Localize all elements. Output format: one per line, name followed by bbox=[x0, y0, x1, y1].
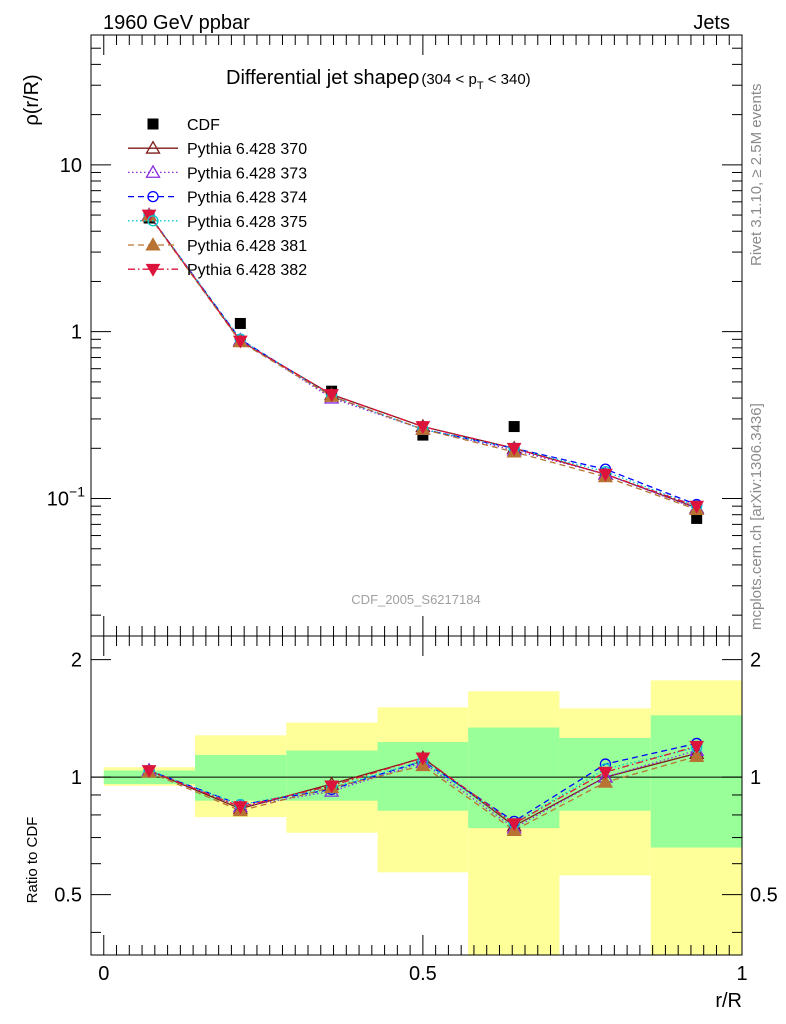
main-point-cdf bbox=[508, 421, 520, 433]
main-ytick-label: 10 bbox=[60, 155, 82, 177]
ratio-plot-area bbox=[141, 737, 705, 836]
main-title-text: Differential jet shapeρ bbox=[226, 67, 419, 89]
legend-marker-cdf bbox=[147, 118, 159, 130]
ratio-point-p382 bbox=[689, 740, 705, 754]
main-ylabel: ρ(r/R) bbox=[21, 74, 43, 125]
legend-label-p373: Pythia 6.428 373 bbox=[187, 165, 307, 182]
ratio-frame bbox=[90, 635, 743, 956]
main-point-cdf bbox=[691, 512, 703, 524]
main-line-p374 bbox=[148, 214, 697, 506]
ratio-ytick-label-right: 1 bbox=[750, 767, 761, 789]
main-point-cdf bbox=[417, 429, 429, 441]
ratio-xtick-label: 0 bbox=[98, 963, 109, 985]
main-title-range: (304 < p bbox=[421, 71, 476, 88]
ratio-point-p382 bbox=[324, 780, 339, 794]
ratio-xtick-label: 0.5 bbox=[409, 963, 437, 985]
main-title: Differential jet shapeρ (304 < pT < 340) bbox=[226, 67, 531, 92]
main-ytick-label: 10−1 bbox=[47, 484, 85, 511]
main-point-p382 bbox=[232, 335, 248, 349]
main-ytick-label: 1 bbox=[71, 322, 82, 344]
ratio-point-p382 bbox=[415, 752, 431, 766]
legend-label-p382: Pythia 6.428 382 bbox=[187, 262, 307, 279]
legend-label-p375: Pythia 6.428 375 bbox=[187, 214, 307, 231]
main-point-p382 bbox=[324, 389, 339, 403]
ratio-axes: 0.5 0.5 1 1 2 2 0 0.5 1 bbox=[54, 636, 778, 985]
ratio-xlabel: r/R bbox=[715, 990, 742, 1012]
legend: CDF Pythia 6.428 370 Pythia 6.428 373 Pythi… bbox=[128, 117, 307, 279]
ratio-panel: 0.5 0.5 1 1 2 2 0 0.5 1 Ratio to CDF r/R bbox=[24, 635, 778, 1012]
main-line-p370 bbox=[148, 214, 697, 509]
legend-marker-p374 bbox=[147, 190, 159, 203]
legend-marker-p373 bbox=[145, 164, 161, 178]
ratio-bands bbox=[103, 680, 742, 955]
main-line-p382 bbox=[148, 214, 697, 507]
main-line-p381 bbox=[148, 215, 697, 511]
ratio-xtick-label: 1 bbox=[736, 963, 747, 985]
legend-marker-p381 bbox=[145, 237, 161, 251]
legend-marker-p375 bbox=[147, 215, 159, 227]
main-line-p375 bbox=[148, 214, 697, 507]
main-point-p382 bbox=[689, 500, 705, 514]
header-jets-label: Jets bbox=[693, 12, 730, 34]
legend-label-p374: Pythia 6.428 374 bbox=[187, 190, 307, 207]
main-point-cdf bbox=[234, 317, 246, 329]
ratio-point-p382 bbox=[141, 765, 157, 778]
legend-marker-p370 bbox=[145, 140, 161, 154]
ratio-ytick-label-right: 0.5 bbox=[750, 885, 778, 907]
ratio-point-p382 bbox=[506, 818, 522, 832]
ratio-point-p381 bbox=[689, 748, 705, 762]
ratio-band-inner bbox=[650, 715, 742, 848]
header-energy-label: 1960 GeV ppbar bbox=[103, 12, 250, 34]
main-point-p382 bbox=[506, 442, 522, 456]
main-point-p382 bbox=[415, 421, 431, 435]
ratio-point-p382 bbox=[232, 801, 248, 815]
ratio-ytick-label-left: 1 bbox=[71, 767, 82, 789]
main-title-subscript: T bbox=[477, 80, 484, 92]
ratio-ytick-label-left: 2 bbox=[71, 650, 82, 672]
ratio-ytick-label-left: 0.5 bbox=[54, 885, 82, 907]
legend-marker-p382 bbox=[145, 263, 161, 277]
main-line-p373 bbox=[148, 214, 697, 510]
mcplots-label: mcplots.cern.ch [arXiv:1306.3436] bbox=[748, 403, 765, 630]
legend-label-p370: Pythia 6.428 370 bbox=[187, 141, 307, 158]
legend-label-cdf: CDF bbox=[187, 117, 220, 134]
main-point-p382 bbox=[598, 468, 613, 482]
ratio-point-p382 bbox=[598, 766, 613, 780]
rivet-label: Rivet 3.1.10, ≥ 2.5M events bbox=[748, 84, 765, 267]
main-axes: 10−1 1 10 bbox=[47, 34, 743, 636]
legend-label-p381: Pythia 6.428 381 bbox=[187, 238, 307, 255]
main-title-range-end: < 340) bbox=[484, 71, 531, 88]
ratio-point-p381 bbox=[597, 774, 614, 788]
main-plot-area bbox=[141, 207, 705, 524]
ratio-ytick-label-right: 2 bbox=[750, 650, 761, 672]
analysis-watermark: CDF_2005_S6217184 bbox=[351, 592, 480, 607]
ratio-ylabel: Ratio to CDF bbox=[24, 817, 41, 904]
main-panel: 10−1 1 10 Differential jet shapeρ (304 < pT… bbox=[21, 34, 743, 637]
